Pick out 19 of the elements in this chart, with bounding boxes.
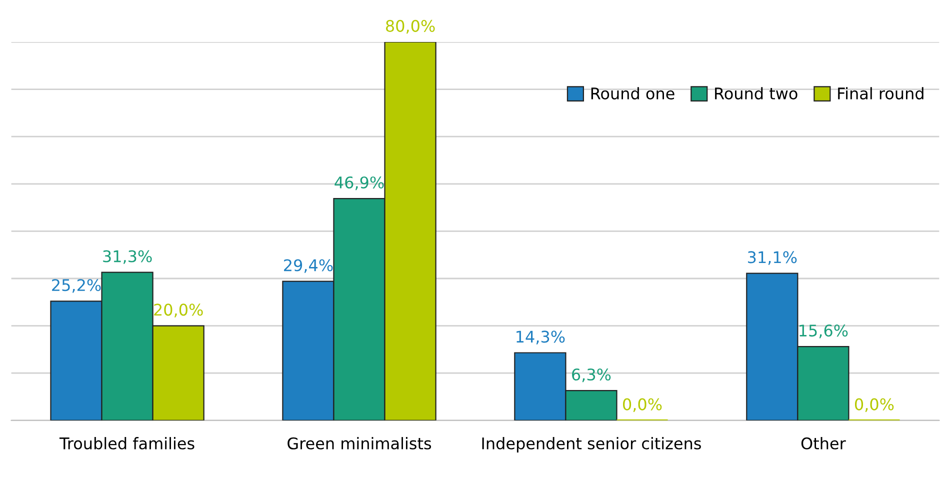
x-tick-label: Other [801,437,846,450]
legend-label: Final round [838,87,924,100]
data-label: 20,0% [154,304,203,318]
data-label: 14,3% [516,330,565,344]
data-label: 15,6% [800,324,848,338]
data-label: 6,3% [572,368,611,382]
data-label: 25,2% [52,279,101,293]
legend-label: Round two [715,87,798,100]
data-label: 31,1% [748,251,797,265]
data-label: 0,0% [623,398,662,412]
data-label: 80,0% [386,20,435,34]
data-label: 31,3% [103,250,152,264]
x-tick-label: Independent senior citizens [482,437,701,453]
data-label: 0,0% [854,398,894,412]
data-label: 46,9% [334,176,384,190]
x-tick-label: Green minimalists [288,437,432,450]
legend-label: Round one [591,87,674,100]
x-tick-label: Troubled families [59,437,194,450]
data-label: 29,4% [284,259,333,273]
